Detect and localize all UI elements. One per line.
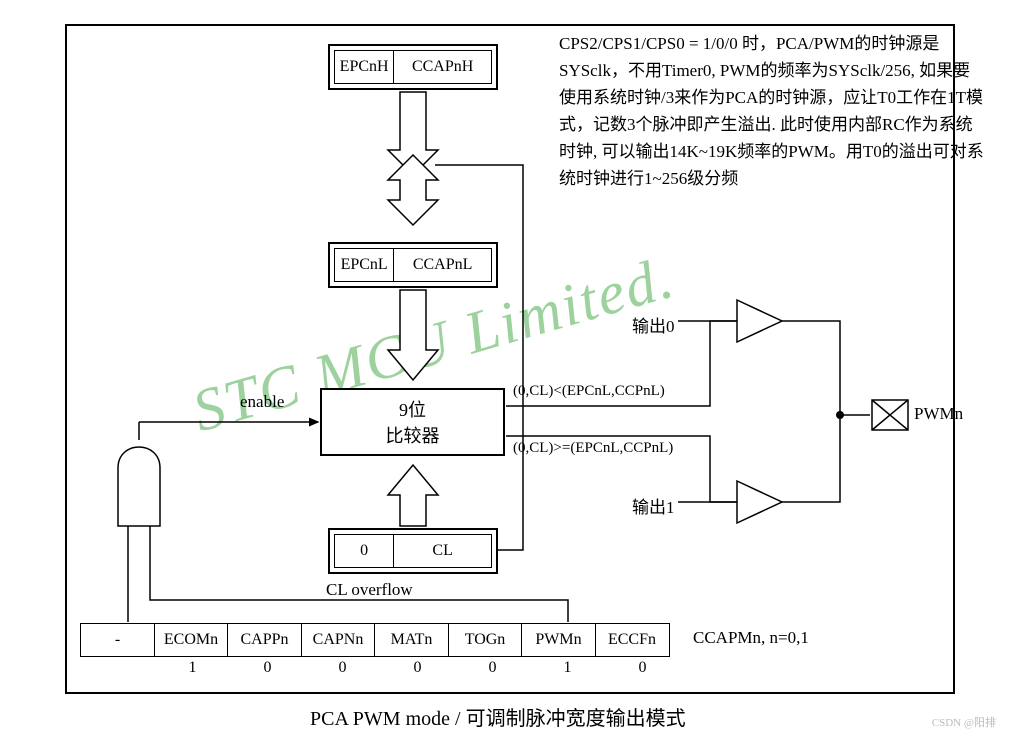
ccapmn-label: CCAPMn, n=0,1 [693, 628, 809, 648]
cond-lt-label: (0,CL)<(EPCnL,CCPnL) [513, 383, 665, 400]
reg-cl-left: 0 [335, 535, 394, 567]
credit-text: CSDN @阳排 [932, 714, 996, 730]
ccapmn-cell-0: - [80, 623, 155, 657]
ccapmn-register-row: -ECOMnCAPPnCAPNnMATnTOGnPWMnECCFn [80, 623, 668, 657]
reg-h-left: EPCnH [335, 51, 394, 83]
ccapmn-register-values: 1000010 [80, 659, 680, 677]
comparator-line2: 比较器 [386, 422, 440, 448]
ccapmn-val-5: 0 [455, 659, 530, 677]
output1-label: 输出1 [632, 493, 675, 518]
figure-caption: PCA PWM mode / 可调制脉冲宽度输出模式 [310, 702, 686, 731]
ccapmn-cell-5: TOGn [448, 623, 523, 657]
reg-l-left: EPCnL [335, 249, 394, 281]
reg-h-right: CCAPnH [394, 51, 491, 83]
ccapmn-val-2: 0 [230, 659, 305, 677]
register-ccapnl-box: EPCnL CCAPnL [328, 242, 498, 288]
comparator-block: 9位 比较器 [320, 388, 505, 456]
ccapmn-val-4: 0 [380, 659, 455, 677]
cond-ge-label: (0,CL)>=(EPCnL,CCPnL) [513, 440, 673, 457]
ccapmn-cell-1: ECOMn [154, 623, 229, 657]
overflow-label: CL overflow [326, 580, 413, 600]
ccapmn-val-7: 0 [605, 659, 680, 677]
ccapmn-cell-3: CAPNn [301, 623, 376, 657]
ccapmn-val-3: 0 [305, 659, 380, 677]
ccapmn-val-6: 1 [530, 659, 605, 677]
register-cl-box: 0 CL [328, 528, 498, 574]
ccapmn-cell-6: PWMn [521, 623, 596, 657]
description-text: CPS2/CPS1/CPS0 = 1/0/0 时，PCA/PWM的时钟源是SYS… [559, 30, 984, 192]
register-ccapnh-box: EPCnH CCAPnH [328, 44, 498, 90]
comparator-line1: 9位 [399, 396, 426, 422]
reg-cl-right: CL [394, 535, 491, 567]
ccapmn-val-0 [80, 659, 155, 677]
ccapmn-cell-4: MATn [374, 623, 449, 657]
ccapmn-cell-7: ECCFn [595, 623, 670, 657]
reg-l-right: CCAPnL [394, 249, 491, 281]
enable-label: enable [240, 392, 284, 412]
ccapmn-cell-2: CAPPn [227, 623, 302, 657]
pwmn-label: PWMn [914, 404, 963, 424]
output0-label: 输出0 [632, 312, 675, 337]
ccapmn-val-1: 1 [155, 659, 230, 677]
